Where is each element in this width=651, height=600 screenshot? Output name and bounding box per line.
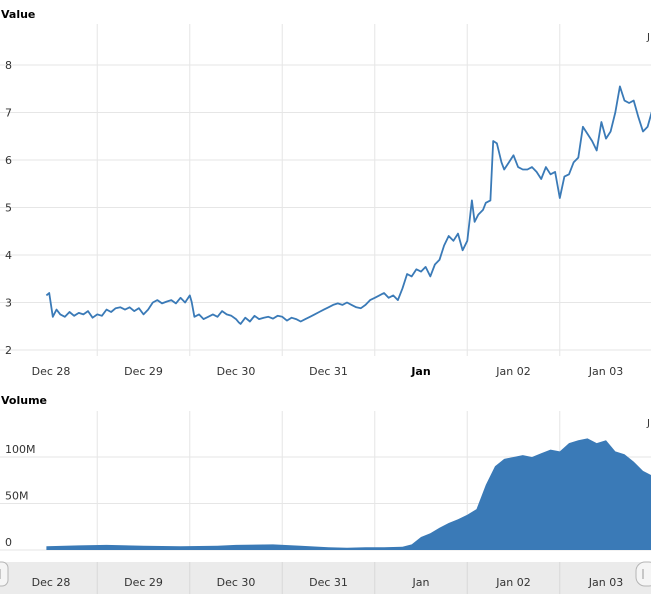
value-x-tick-label: Jan 03 [588,365,623,378]
volume-y-tick-label: 0 [5,536,12,549]
navigator-x-tick-label: Jan 03 [588,576,623,589]
value-y-ticks: 2 3 4 5 6 7 8 [5,59,12,357]
volume-y-tick-label: 100M [5,443,36,456]
value-x-ticks: Dec 28 Dec 29 Dec 30 Dec 31 Jan Jan 02 Jan 03 [32,365,624,378]
navigator-left-handle[interactable] [0,561,9,587]
navigator-background [0,562,651,594]
value-x-tick-label: Dec 28 [32,365,71,378]
volume-y-tick-label: 50M [5,490,29,503]
navigator-x-tick-label: Jan 02 [495,576,530,589]
value-y-tick-label: 7 [5,107,12,120]
navigator-x-ticks: Dec 28 Dec 29 Dec 30 Dec 31 Jan Jan 02 Jan 03 [32,576,624,589]
navigator-x-tick-label: Jan [412,576,430,589]
navigator-x-tick-label: Dec 30 [217,576,256,589]
value-grid [0,24,651,356]
volume-panel: Volume 0 50M 100M J [0,394,651,551]
value-y-tick-label: 5 [5,202,12,215]
value-y-tick-label: 8 [5,59,12,72]
value-x-tick-label: Dec 29 [124,365,163,378]
navigator-x-tick-label: Dec 31 [309,576,348,589]
navigator-grid [96,562,561,594]
navigator-x-tick-label: Dec 29 [124,576,163,589]
value-panel-title: Value [1,8,35,21]
volume-clip-marker: J [646,418,650,429]
value-y-tick-label: 2 [5,344,12,357]
value-panel: Value 2 3 4 5 6 7 8 Dec 28 Dec 29 Dec 30 Dec 31 Ja… [0,8,651,378]
volume-panel-title: Volume [1,394,47,407]
value-x-tick-label: Jan [410,365,430,378]
navigator-x-tick-label: Dec 28 [32,576,71,589]
navigator[interactable]: Dec 28 Dec 29 Dec 30 Dec 31 Jan Jan 02 Jan 03 [0,561,651,594]
value-y-tick-label: 3 [5,297,12,310]
value-y-tick-label: 6 [5,154,12,167]
volume-y-ticks: 0 50M 100M [5,443,36,549]
value-x-tick-label: Dec 31 [309,365,348,378]
value-clip-marker: J [646,32,650,43]
volume-series-area [46,438,651,550]
value-y-tick-label: 4 [5,249,12,262]
value-x-tick-label: Dec 30 [217,365,256,378]
value-series-line [45,85,651,325]
value-x-tick-label: Jan 02 [495,365,530,378]
navigator-right-handle[interactable] [635,561,651,587]
